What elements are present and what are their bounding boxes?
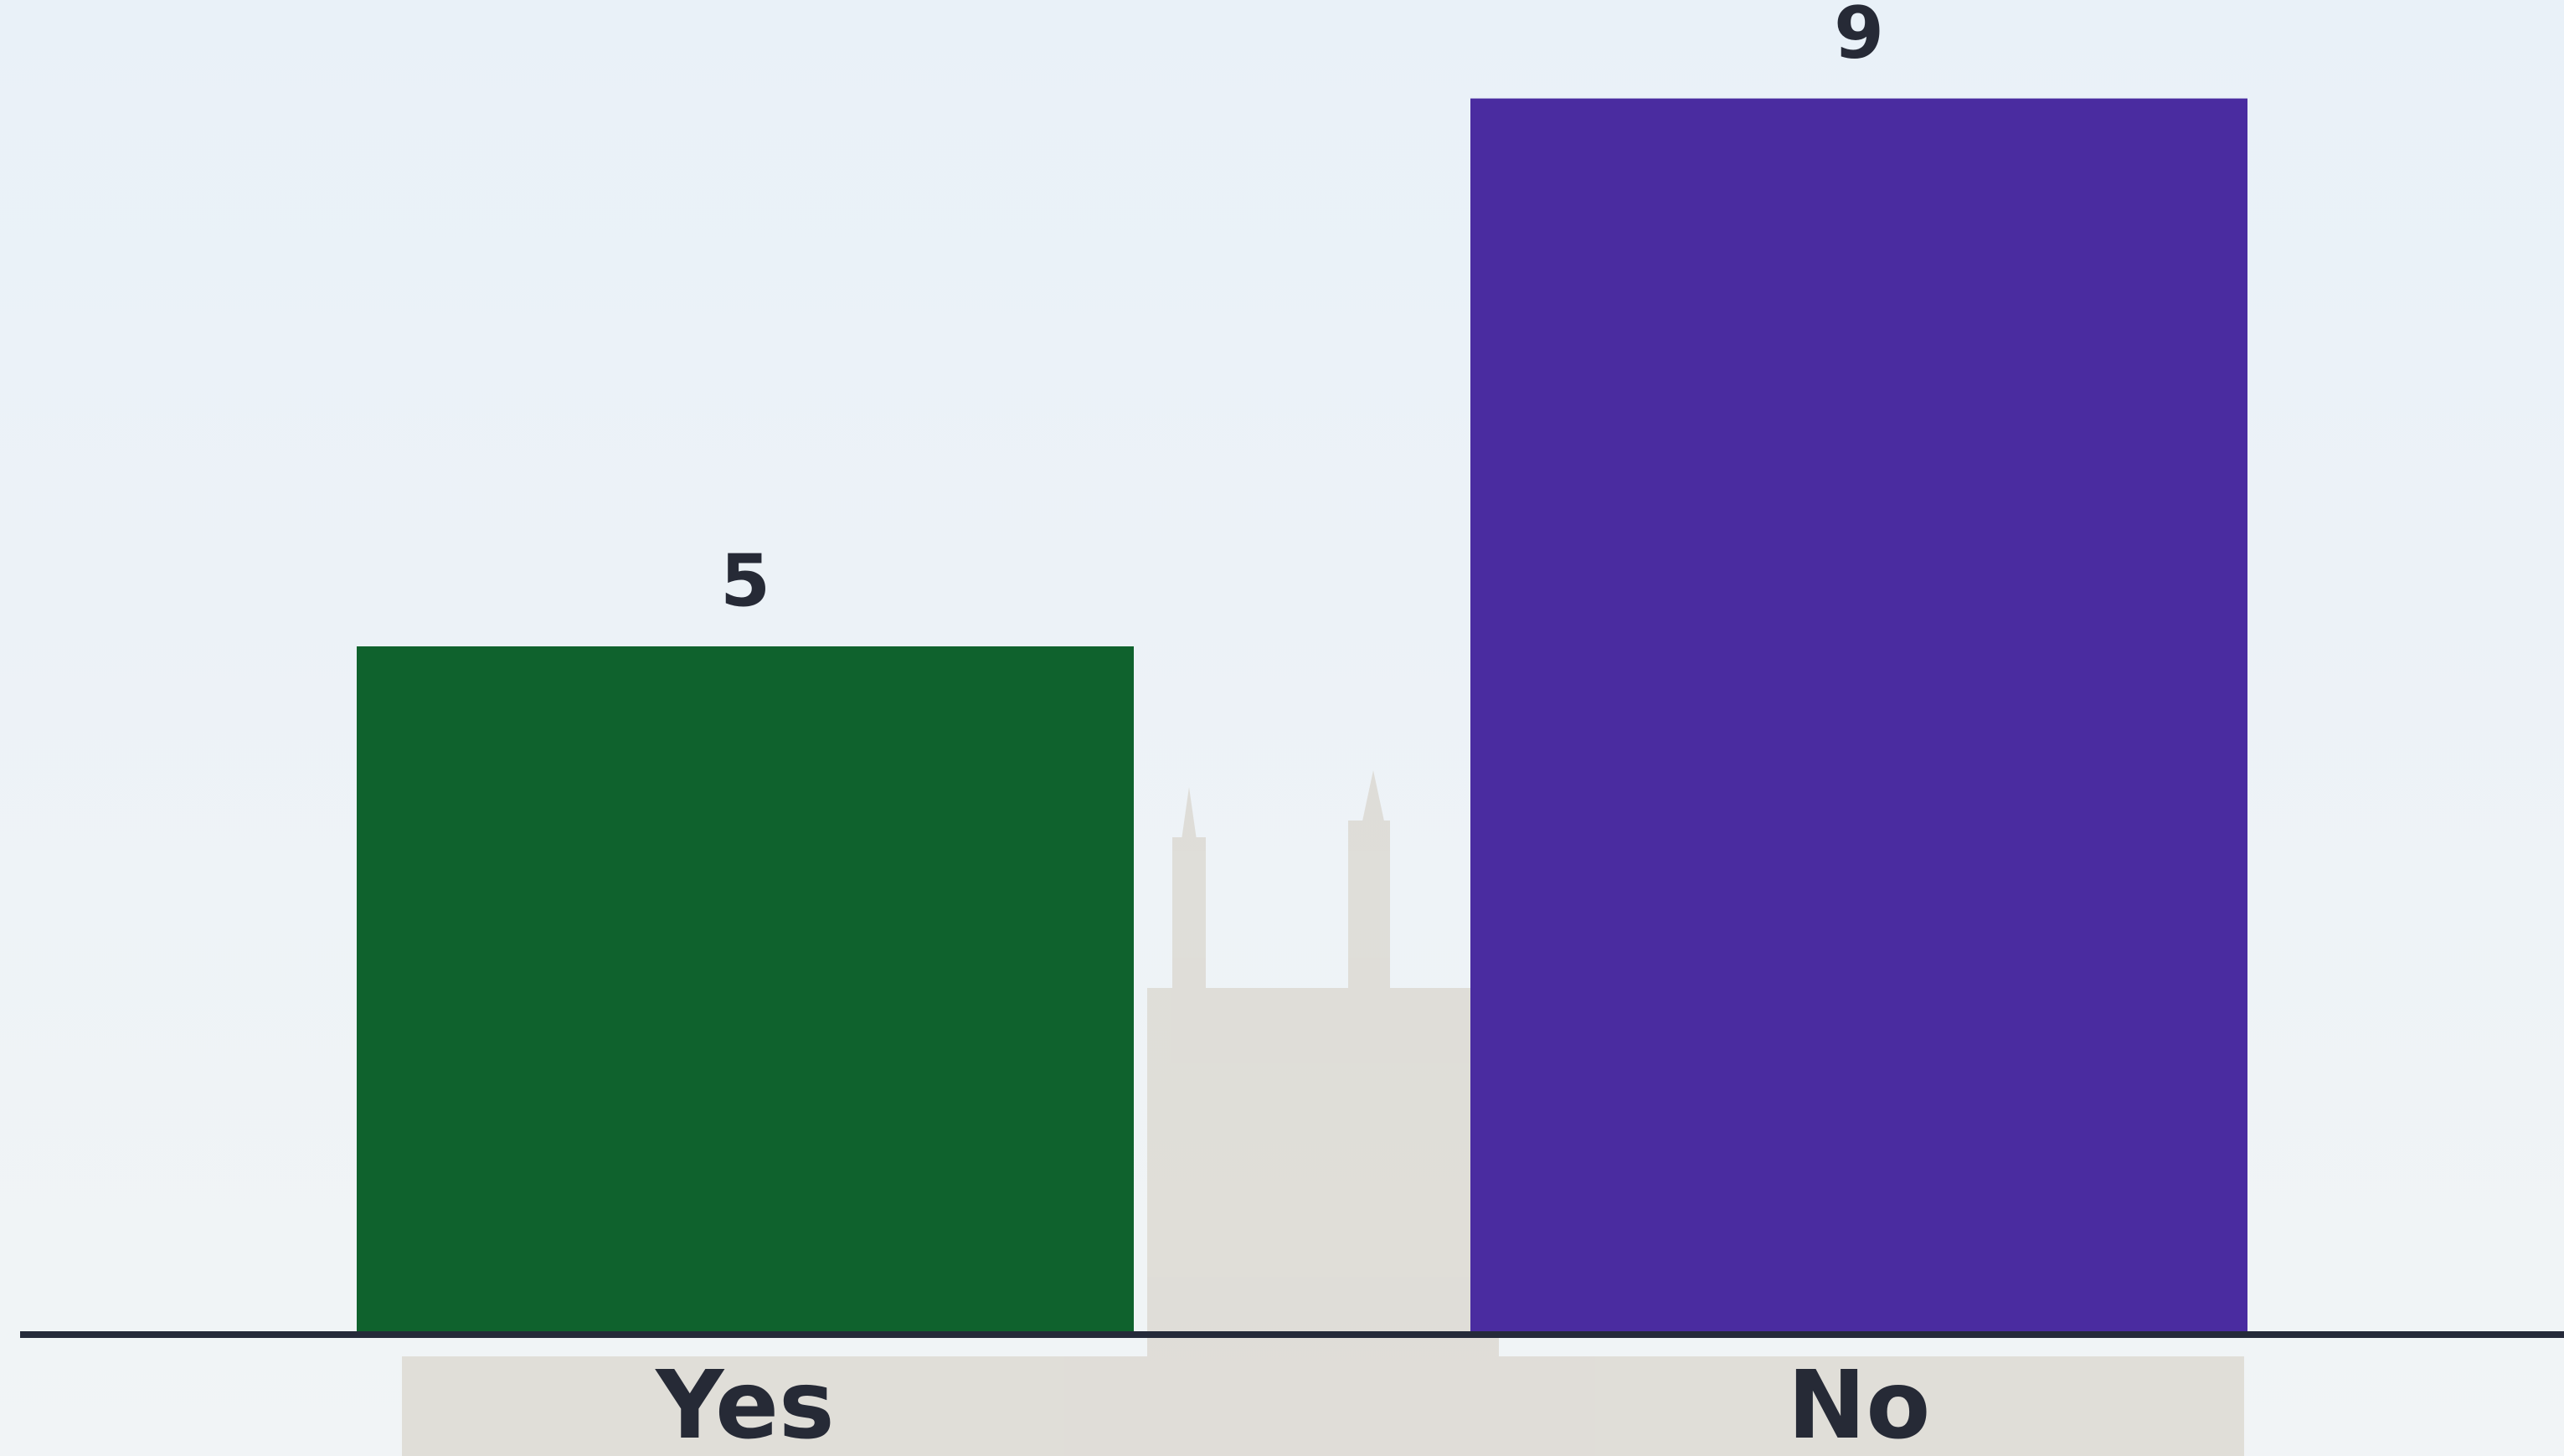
value-label: 5 [720,539,770,623]
x-tick-label: No [1788,1351,1931,1456]
background-cathedral [402,770,2244,1456]
bar [357,646,1134,1331]
bar [1470,98,2247,1332]
x-tick-label: Yes [654,1351,834,1456]
value-label: 9 [1834,0,1884,75]
